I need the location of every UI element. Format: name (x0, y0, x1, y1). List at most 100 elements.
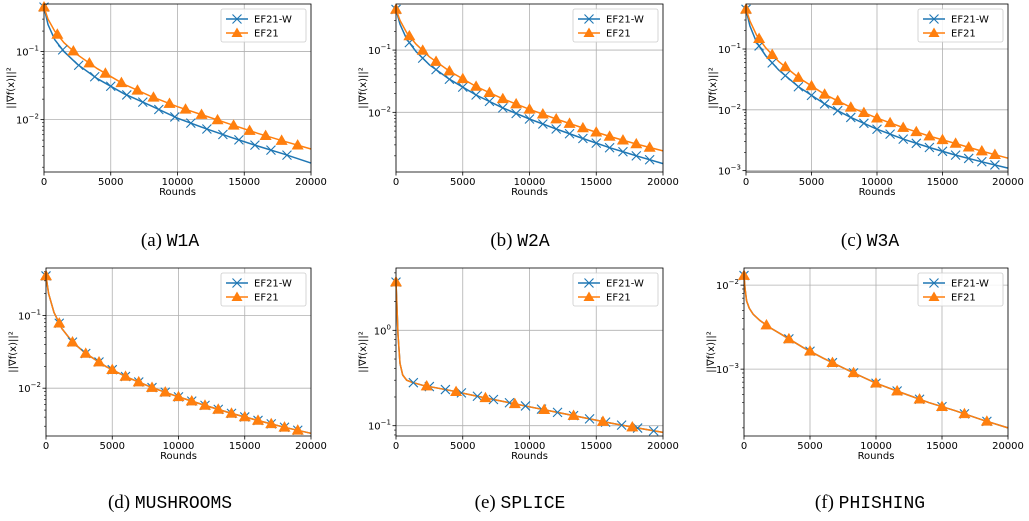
data-point-ef21 (212, 403, 225, 414)
y-axis-label: ||∇f(x)||² (6, 67, 17, 108)
data-point-ef21 (988, 148, 1001, 159)
x-tick-label: 0 (41, 177, 47, 188)
data-point-ef21-w (105, 81, 116, 92)
data-point-ef21 (195, 108, 208, 119)
data-point-ef21 (416, 44, 429, 55)
x-tick-label: 0 (393, 441, 399, 452)
data-point-ef21 (265, 417, 278, 429)
data-point-ef21-w (89, 71, 100, 82)
data-point-ef21 (132, 375, 145, 387)
y-tick-label: 10−2 (368, 105, 391, 119)
data-point-ef21-w (153, 104, 164, 115)
x-tick-label: 15000 (229, 441, 261, 452)
data-point-ef21-w (937, 146, 948, 157)
data-point-ef21 (238, 410, 251, 422)
data-point-ef21-w (780, 70, 791, 81)
data-point-ef21 (563, 117, 576, 128)
y-tick-label: 10−2 (18, 381, 41, 395)
chart-panel-4: 0 5000 10000 15000 20000 10−1 10−2 Rounds ||∇f(x… (8, 267, 327, 514)
chart-panel-6: 0 5000 10000 15000 20000 10−2 10−3 Rounds ||∇f(x… (706, 267, 1024, 514)
legend-label: EF21-W (951, 279, 989, 290)
x-tick-label: 15000 (580, 441, 612, 452)
data-point-ef21 (576, 121, 589, 133)
data-point-ef21 (450, 385, 463, 397)
data-point-ef21 (603, 130, 616, 141)
data-point-ef21 (803, 345, 817, 356)
legend-marker-x-icon (584, 14, 594, 24)
data-point-ef21-w (457, 82, 468, 93)
data-point-ef21 (891, 384, 904, 396)
data-point-ef21-w (408, 377, 419, 388)
y-tick-label: 10−1 (16, 45, 39, 59)
data-point-ef21-w (520, 401, 531, 411)
data-point-ef21-w (417, 53, 428, 64)
data-point-ef21-w (578, 133, 588, 144)
data-point-ef21-w (631, 150, 642, 161)
data-point-ef21 (275, 134, 288, 145)
y-axis-label: ||∇f(x)||² (706, 331, 717, 372)
y-tick-label: 10−3 (716, 362, 739, 376)
data-point-ef21-w (431, 64, 441, 75)
x-tick-label: 5000 (797, 441, 822, 452)
data-point-ef21-w (618, 146, 628, 157)
data-point-ef21 (430, 55, 443, 66)
y-tick-label: 10−2 (16, 113, 39, 127)
data-point-ef21 (172, 390, 185, 402)
data-point-ef21-w (511, 108, 522, 119)
y-tick-label: 10−3 (718, 164, 741, 178)
x-tick-label: 0 (743, 177, 749, 188)
data-point-ef21-w (564, 128, 575, 139)
legend-label: EF21-W (606, 279, 644, 290)
x-tick-label: 20000 (647, 441, 679, 452)
data-point-ef21 (550, 112, 563, 124)
data-point-ef21 (92, 355, 106, 367)
data-point-ef21-w (497, 102, 508, 113)
x-tick-label: 5000 (98, 177, 123, 188)
y-axis-label: ||∇f(x)||² (708, 67, 719, 108)
data-point-ef21 (66, 336, 79, 347)
data-point-ef21-w (648, 425, 659, 436)
data-point-ef21 (159, 386, 172, 397)
data-point-ef21 (766, 48, 779, 59)
data-point-ef21 (538, 403, 551, 414)
legend-label: EF21 (254, 293, 279, 304)
x-tick-label: 0 (43, 441, 49, 452)
data-point-ef21 (626, 420, 639, 432)
y-tick-label: 100 (374, 323, 391, 337)
data-point-ef21 (792, 71, 805, 82)
data-point-ef21-w (872, 124, 882, 135)
data-point-ef21-w (250, 140, 260, 150)
x-tick-label: 15000 (580, 177, 612, 188)
series-line-ef21 (395, 282, 664, 434)
x-tick-label: 10000 (162, 177, 194, 188)
y-tick-label: 10−1 (18, 308, 41, 322)
x-tick-label: 5000 (100, 441, 125, 452)
data-point-ef21 (536, 108, 549, 119)
data-point-ef21-w (218, 129, 228, 140)
chart-panel-2: 0 5000 10000 15000 20000 10−1 10−2 Rounds ||∇f(x… (358, 3, 679, 252)
x-tick-label: 15000 (927, 177, 959, 188)
data-point-ef21 (67, 44, 80, 56)
y-axis-label: ||∇f(x)||² (358, 67, 369, 108)
data-point-ef21 (844, 101, 857, 112)
panel-caption: (d) MUSHROOMS (108, 492, 232, 514)
data-point-ef21 (980, 415, 993, 426)
data-point-ef21-w (57, 44, 68, 55)
x-axis-label: Rounds (859, 187, 896, 198)
data-point-ef21-w (832, 105, 843, 116)
data-point-ef21 (616, 134, 629, 145)
data-point-ef21 (779, 60, 792, 72)
data-point-ef21-w (488, 394, 499, 405)
data-point-ef21 (470, 80, 483, 91)
data-point-ef21 (420, 379, 433, 391)
data-point-ef21-w (169, 112, 180, 122)
x-tick-label: 20000 (992, 177, 1024, 188)
data-point-ef21-w (898, 134, 909, 145)
data-point-ef21 (496, 92, 509, 104)
data-point-ef21-w (551, 124, 562, 134)
data-point-ef21-w (767, 57, 778, 68)
chart-panel-1: 0 5000 10000 15000 20000 10−1 10−2 Rounds ||∇f(x… (6, 1, 327, 252)
data-point-ef21 (857, 106, 870, 118)
data-point-ef21 (913, 393, 926, 404)
